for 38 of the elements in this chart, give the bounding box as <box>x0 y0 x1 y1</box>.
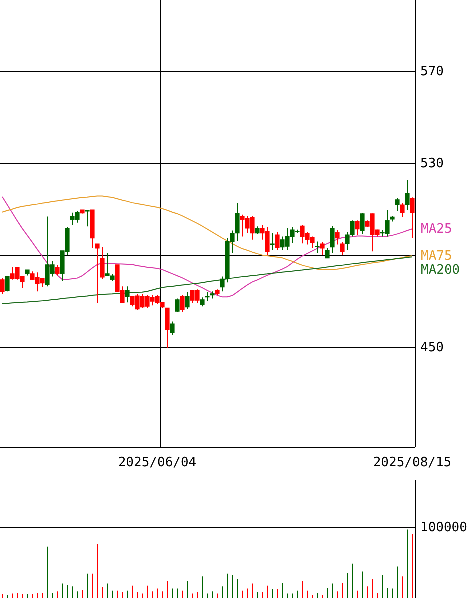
line-series <box>2 196 413 271</box>
candlestick <box>180 294 185 314</box>
candlestick <box>400 202 405 218</box>
candlestick <box>335 230 340 246</box>
candlestick <box>100 246 105 280</box>
candlestick <box>85 210 90 228</box>
candlestick <box>55 264 60 276</box>
series-label: MA25 <box>421 222 452 238</box>
x-tick-label: 2025/08/15 <box>373 456 452 470</box>
candlestick <box>170 321 175 336</box>
candlestick <box>185 292 190 310</box>
candlestick <box>330 226 335 254</box>
y-tick-label: 100000 <box>420 520 468 536</box>
y-tick-label: 530 <box>420 156 444 172</box>
candlestick <box>0 278 5 294</box>
line-series <box>2 256 413 304</box>
series-label: MA200 <box>421 263 460 278</box>
candlestick <box>315 241 320 254</box>
candlestick <box>95 244 100 304</box>
candlestick <box>405 180 410 211</box>
candlestick <box>325 248 330 259</box>
candlestick <box>355 220 360 236</box>
candlestick <box>320 242 325 256</box>
candlestick <box>175 298 180 314</box>
x-tick-label: 2025/06/04 <box>118 456 197 470</box>
y-tick-label: 570 <box>420 64 444 80</box>
candlestick <box>165 307 170 349</box>
series-label: MA75 <box>421 249 452 264</box>
candlestick <box>275 232 280 252</box>
candlestick <box>360 212 365 235</box>
candlestick <box>340 242 345 256</box>
candlestick <box>410 197 415 239</box>
candlestick <box>5 276 10 292</box>
y-tick-label: 450 <box>420 340 444 356</box>
candlestick <box>125 286 130 304</box>
candlestick <box>270 232 275 252</box>
candlestick <box>395 198 400 212</box>
line-series <box>2 196 413 298</box>
